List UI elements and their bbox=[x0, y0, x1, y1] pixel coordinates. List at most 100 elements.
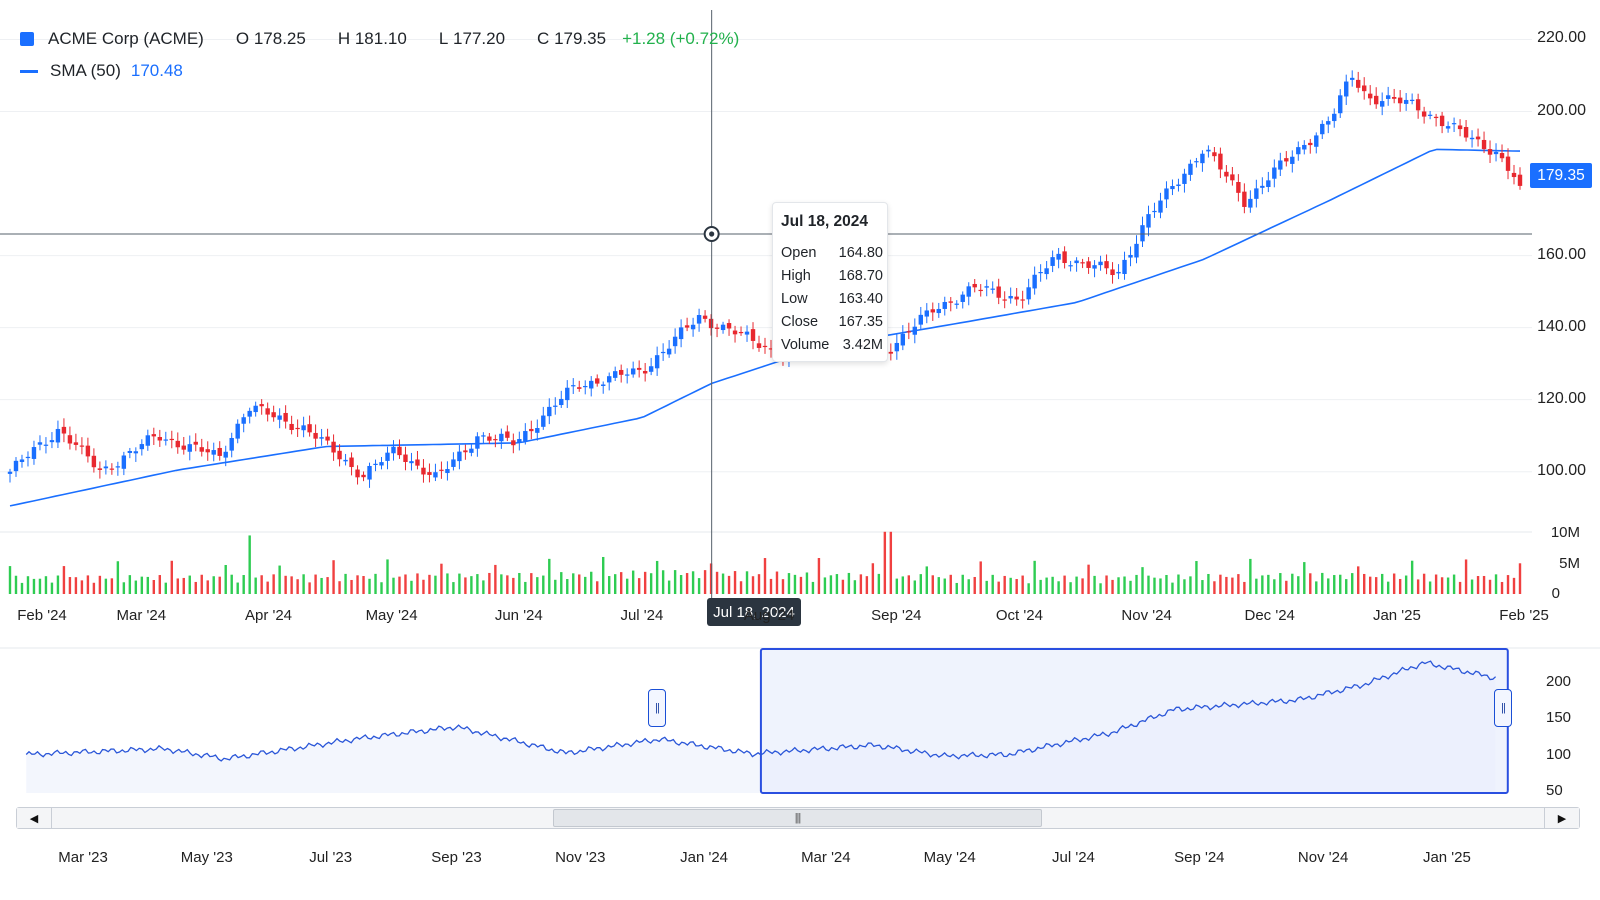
volume-bar bbox=[410, 580, 413, 594]
volume-bar bbox=[1027, 583, 1030, 594]
volume-bar bbox=[931, 575, 934, 594]
candle-body bbox=[235, 423, 240, 439]
candle bbox=[175, 432, 180, 454]
candle bbox=[421, 459, 426, 483]
volume-bar bbox=[715, 571, 719, 594]
candle bbox=[415, 450, 420, 470]
volume-bar bbox=[332, 560, 335, 594]
candle bbox=[607, 372, 612, 391]
candle bbox=[91, 448, 97, 473]
volume-bar bbox=[1051, 576, 1054, 594]
candle bbox=[163, 431, 168, 446]
volume-bar bbox=[224, 564, 227, 594]
price-gridlines bbox=[0, 38, 1600, 649]
price-tick-label: 220.00 bbox=[1537, 29, 1586, 47]
volume-bar bbox=[554, 579, 557, 594]
volume-bar bbox=[1021, 575, 1024, 594]
candle bbox=[1427, 110, 1433, 120]
candle-body bbox=[1499, 153, 1505, 159]
candle bbox=[7, 468, 13, 483]
volume-bar bbox=[805, 572, 809, 594]
chart-legend: ACME Corp (ACME) O 178.25 H 181.10 L 177… bbox=[20, 23, 739, 87]
candle bbox=[978, 284, 983, 297]
candle-body bbox=[415, 459, 420, 466]
candle bbox=[505, 425, 510, 442]
candle bbox=[1272, 159, 1277, 188]
candle-body bbox=[289, 423, 294, 430]
candle-body bbox=[7, 471, 13, 474]
candle-body bbox=[1427, 114, 1433, 116]
navigator-time-label: Jan '24 bbox=[680, 849, 729, 866]
scrollbar-thumb[interactable]: ||| bbox=[553, 809, 1042, 827]
navigator-right-handle[interactable]: || bbox=[1494, 689, 1512, 727]
navigator-tick-label: 100 bbox=[1546, 745, 1572, 763]
candle bbox=[960, 291, 965, 309]
volume-bar bbox=[86, 575, 90, 594]
scroll-left-button[interactable]: ◀ bbox=[17, 808, 52, 828]
candle-body bbox=[553, 405, 558, 407]
candle bbox=[924, 303, 929, 324]
volume-bar bbox=[44, 576, 48, 594]
volume-bar bbox=[739, 581, 743, 594]
candle-body bbox=[373, 463, 378, 466]
volume-bar bbox=[1309, 573, 1312, 594]
candle-body bbox=[1439, 115, 1445, 127]
candle bbox=[493, 434, 498, 448]
candle bbox=[1403, 92, 1409, 111]
volume-bar bbox=[74, 577, 78, 594]
candle bbox=[535, 419, 540, 441]
candle-body bbox=[253, 405, 258, 413]
volume-bar bbox=[829, 575, 833, 594]
volume-bar bbox=[422, 579, 425, 594]
candle bbox=[559, 390, 564, 408]
candle-body bbox=[966, 286, 971, 297]
candle-body bbox=[19, 459, 25, 463]
candle-body bbox=[1391, 96, 1397, 99]
navigator-time-label: Jul '24 bbox=[1052, 849, 1095, 866]
volume-bar bbox=[913, 580, 917, 594]
volume-bar bbox=[200, 574, 203, 594]
volume-bar bbox=[212, 576, 215, 594]
volume-bar bbox=[218, 576, 221, 594]
navigator-left-handle[interactable]: || bbox=[648, 689, 666, 727]
volume-bar bbox=[1410, 560, 1414, 594]
navigator-area[interactable] bbox=[25, 648, 1509, 794]
candle bbox=[595, 374, 600, 387]
candle bbox=[906, 322, 912, 340]
candle-body bbox=[906, 331, 912, 333]
candle-body bbox=[1290, 156, 1295, 164]
candle-body bbox=[1032, 274, 1037, 289]
candle bbox=[1302, 140, 1307, 155]
candle-body bbox=[163, 439, 168, 441]
candle bbox=[1415, 93, 1421, 119]
crosshair-tooltip: Jul 18, 2024 Open 164.80 High 168.70 Low 16… bbox=[772, 202, 888, 362]
candle bbox=[241, 413, 246, 433]
volume-bar bbox=[1063, 575, 1066, 594]
horizontal-scrollbar[interactable]: ◀ ||| ▶ bbox=[16, 807, 1580, 829]
candle bbox=[265, 402, 270, 422]
candle bbox=[409, 452, 414, 471]
volume-bar bbox=[775, 571, 779, 594]
candle-body bbox=[1344, 81, 1349, 97]
volume-bar bbox=[1243, 581, 1246, 594]
candle bbox=[403, 446, 408, 471]
time-tick-label: Feb '24 bbox=[17, 607, 67, 624]
volume-bar bbox=[152, 580, 156, 594]
caret-right-icon: ▶ bbox=[1557, 812, 1567, 825]
volume-bar bbox=[254, 577, 257, 594]
volume-bar bbox=[985, 580, 988, 594]
candle bbox=[930, 302, 935, 321]
navigator-selection[interactable] bbox=[759, 648, 1509, 794]
candle bbox=[1290, 150, 1295, 173]
candle bbox=[439, 461, 444, 479]
candle-body bbox=[1110, 269, 1115, 276]
candle-body bbox=[1050, 257, 1055, 266]
candle-body bbox=[972, 283, 977, 288]
volume-bar bbox=[871, 563, 875, 594]
low-value: 177.20 bbox=[453, 29, 506, 48]
scroll-right-button[interactable]: ▶ bbox=[1544, 808, 1579, 828]
volume-bar bbox=[188, 575, 191, 594]
series-color-swatch bbox=[20, 32, 34, 46]
volume-bar bbox=[1093, 575, 1096, 594]
